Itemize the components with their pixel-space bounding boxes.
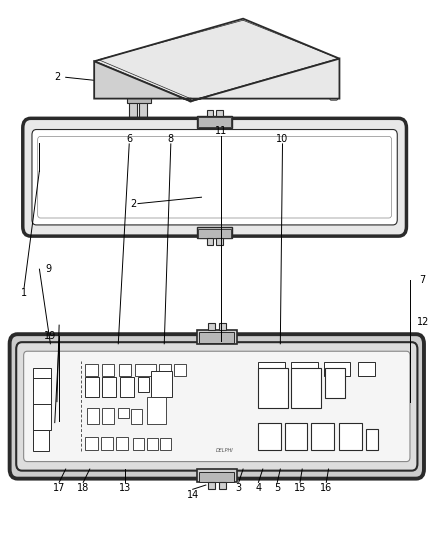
- Bar: [325, 368, 345, 398]
- Bar: [258, 368, 288, 408]
- Bar: [197, 227, 232, 238]
- Text: 12: 12: [417, 318, 429, 327]
- Bar: [120, 377, 134, 397]
- Bar: [116, 437, 128, 450]
- Bar: [219, 323, 226, 330]
- FancyBboxPatch shape: [38, 136, 392, 218]
- Bar: [87, 408, 99, 424]
- Bar: [135, 364, 156, 376]
- Bar: [151, 372, 172, 397]
- Text: 7: 7: [420, 275, 426, 285]
- Bar: [160, 438, 171, 450]
- Text: 13: 13: [119, 483, 131, 492]
- Bar: [302, 86, 313, 93]
- Text: 19: 19: [44, 331, 57, 341]
- Bar: [102, 408, 114, 424]
- FancyBboxPatch shape: [24, 351, 410, 462]
- Text: 10: 10: [276, 134, 289, 143]
- FancyBboxPatch shape: [10, 334, 424, 479]
- Bar: [147, 438, 158, 450]
- Bar: [33, 403, 51, 430]
- Bar: [208, 482, 215, 489]
- Bar: [147, 397, 166, 424]
- Bar: [311, 423, 334, 450]
- Text: 8: 8: [168, 134, 174, 143]
- Bar: [207, 110, 213, 116]
- Bar: [358, 362, 375, 376]
- Text: 18: 18: [77, 483, 89, 492]
- Bar: [118, 408, 129, 418]
- Text: 15: 15: [294, 483, 306, 492]
- Bar: [174, 364, 186, 376]
- FancyBboxPatch shape: [330, 85, 338, 100]
- Text: 1: 1: [21, 288, 27, 298]
- Text: 2: 2: [131, 199, 137, 208]
- Bar: [199, 332, 234, 343]
- Bar: [208, 323, 215, 330]
- Bar: [216, 110, 223, 116]
- Text: 6: 6: [126, 134, 132, 143]
- Bar: [197, 330, 237, 344]
- Bar: [33, 378, 51, 405]
- Bar: [33, 368, 51, 391]
- Bar: [291, 368, 321, 408]
- FancyBboxPatch shape: [16, 342, 417, 471]
- Bar: [159, 364, 171, 376]
- FancyBboxPatch shape: [23, 118, 406, 236]
- Text: 2: 2: [54, 72, 60, 82]
- Bar: [339, 423, 362, 450]
- Bar: [129, 102, 137, 117]
- Bar: [197, 469, 237, 482]
- Text: 14: 14: [187, 490, 199, 499]
- Bar: [291, 362, 318, 376]
- Bar: [133, 438, 144, 450]
- Bar: [127, 95, 151, 103]
- Bar: [311, 92, 314, 95]
- Bar: [119, 364, 131, 376]
- Text: 4: 4: [255, 483, 261, 492]
- Bar: [366, 429, 378, 450]
- Bar: [102, 364, 114, 376]
- Text: 17: 17: [53, 483, 65, 492]
- Bar: [85, 364, 98, 376]
- Text: 9: 9: [45, 264, 51, 274]
- Text: 5: 5: [274, 483, 280, 492]
- Bar: [216, 238, 223, 245]
- Bar: [198, 117, 231, 127]
- Bar: [138, 377, 149, 392]
- Text: 3: 3: [236, 483, 242, 492]
- Polygon shape: [191, 59, 339, 101]
- Bar: [258, 423, 281, 450]
- Bar: [285, 423, 307, 450]
- Bar: [207, 238, 213, 245]
- Bar: [198, 229, 231, 238]
- Text: 11: 11: [215, 126, 227, 135]
- FancyBboxPatch shape: [32, 130, 397, 225]
- Bar: [197, 116, 232, 128]
- Text: ~: ~: [39, 376, 45, 383]
- Polygon shape: [94, 61, 191, 101]
- Bar: [219, 482, 226, 489]
- Bar: [258, 362, 285, 376]
- Bar: [33, 430, 49, 451]
- Bar: [324, 362, 350, 376]
- Bar: [85, 437, 98, 450]
- Bar: [131, 409, 142, 424]
- Text: DELPHI: DELPHI: [216, 448, 233, 453]
- Bar: [139, 102, 147, 117]
- Bar: [102, 377, 116, 397]
- Bar: [199, 472, 234, 482]
- Bar: [304, 92, 309, 95]
- Bar: [85, 377, 99, 397]
- Polygon shape: [94, 19, 339, 101]
- Bar: [101, 437, 113, 450]
- Text: 16: 16: [320, 483, 332, 492]
